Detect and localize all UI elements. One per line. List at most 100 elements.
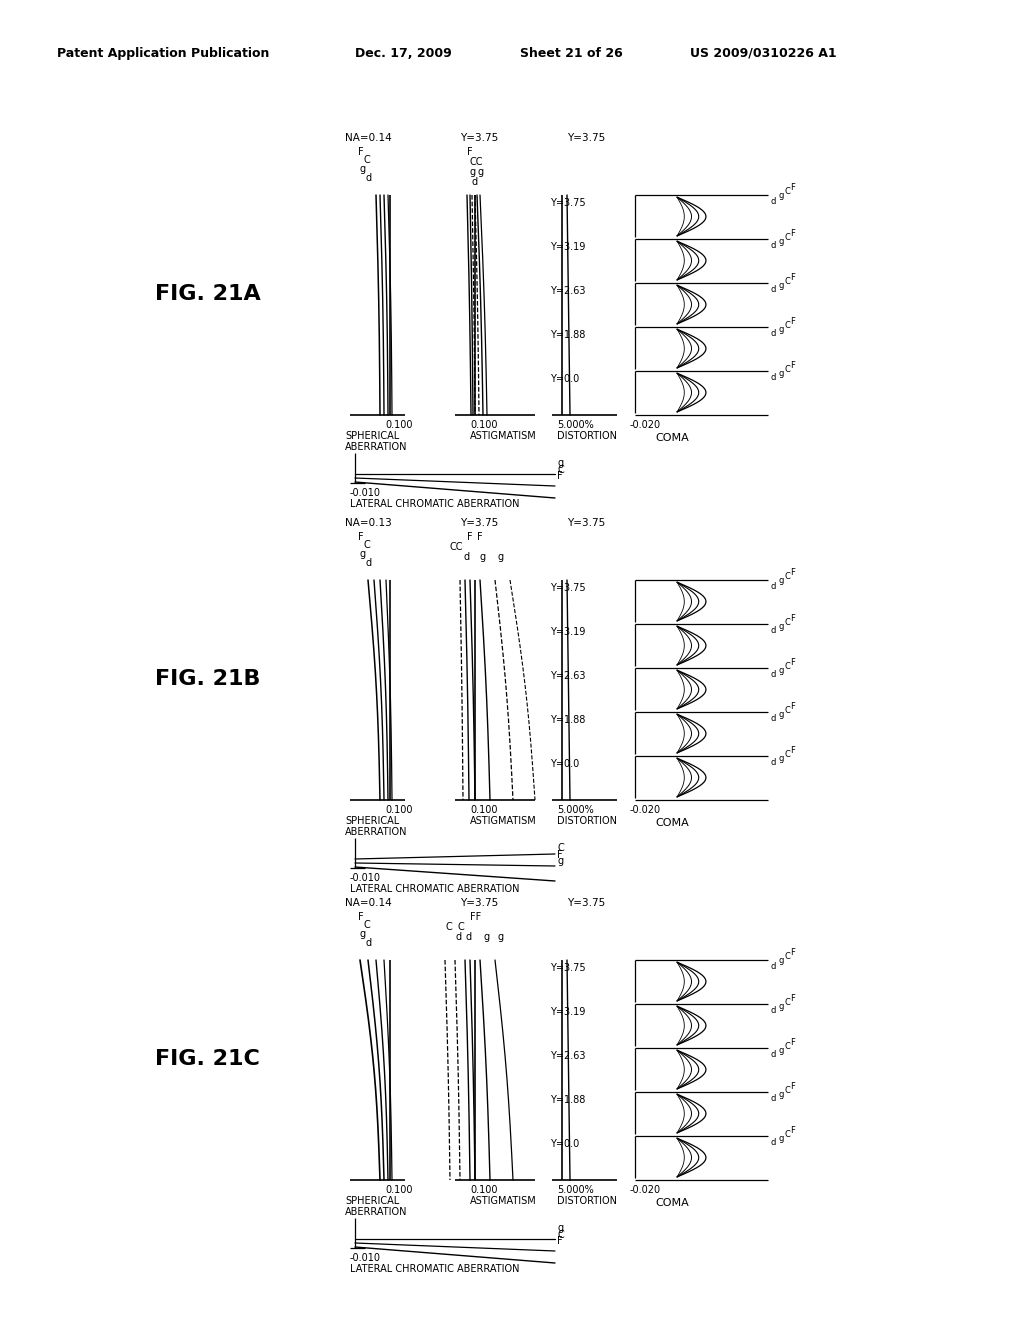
Text: C: C [784,321,790,330]
Text: Y=2.63: Y=2.63 [550,671,586,681]
Text: 5.000%: 5.000% [557,1185,594,1195]
Text: F: F [791,1038,795,1047]
Text: d: d [455,932,461,942]
Text: g: g [778,667,783,675]
Text: F: F [791,614,795,623]
Text: Y=3.19: Y=3.19 [550,627,586,638]
Text: g: g [483,932,489,942]
Text: Y=2.63: Y=2.63 [550,1051,586,1061]
Text: ABERRATION: ABERRATION [345,1206,408,1217]
Text: Y=3.75: Y=3.75 [567,898,605,908]
Text: Y=1.88: Y=1.88 [550,1096,586,1105]
Text: g: g [778,238,783,246]
Text: C: C [784,277,790,286]
Text: d: d [465,932,471,942]
Text: d: d [770,626,775,635]
Text: -0.020: -0.020 [630,805,662,814]
Text: d: d [770,1006,775,1015]
Text: C: C [784,1086,790,1096]
Text: g: g [778,576,783,585]
Text: d: d [770,197,775,206]
Text: g: g [778,754,783,763]
Text: C: C [784,706,790,715]
Text: ABERRATION: ABERRATION [345,828,408,837]
Text: d: d [770,758,775,767]
Text: F: F [791,702,795,711]
Text: d: d [366,939,372,948]
Text: C: C [784,618,790,627]
Text: LATERAL CHROMATIC ABERRATION: LATERAL CHROMATIC ABERRATION [350,884,519,894]
Text: DISTORTION: DISTORTION [557,432,617,441]
Text: g: g [497,932,503,942]
Text: g: g [360,164,367,174]
Text: DISTORTION: DISTORTION [557,816,617,826]
Text: d: d [770,242,775,249]
Text: FIG. 21C: FIG. 21C [155,1049,260,1069]
Text: C: C [364,920,371,931]
Text: g: g [360,929,367,939]
Text: SPHERICAL: SPHERICAL [345,1196,399,1206]
Text: g: g [557,1224,563,1233]
Text: Y=1.88: Y=1.88 [550,330,586,341]
Text: F: F [791,317,795,326]
Text: -0.020: -0.020 [630,420,662,430]
Text: F: F [358,912,364,921]
Text: C: C [784,952,790,961]
Text: g: g [360,549,367,558]
Text: d: d [366,558,372,568]
Text: -0.010: -0.010 [350,873,381,883]
Text: g: g [778,1134,783,1143]
Text: d: d [770,285,775,294]
Text: g: g [557,855,563,866]
Text: Y=0.0: Y=0.0 [550,1139,580,1148]
Text: F: F [791,183,795,191]
Text: FIG. 21A: FIG. 21A [155,284,261,304]
Text: Y=3.19: Y=3.19 [550,242,586,252]
Text: d: d [770,329,775,338]
Text: ASTIGMATISM: ASTIGMATISM [470,432,537,441]
Text: C: C [784,366,790,374]
Text: LATERAL CHROMATIC ABERRATION: LATERAL CHROMATIC ABERRATION [350,1265,519,1274]
Text: LATERAL CHROMATIC ABERRATION: LATERAL CHROMATIC ABERRATION [350,499,519,510]
Text: COMA: COMA [655,1199,689,1208]
Text: g: g [778,1002,783,1011]
Text: C: C [784,750,790,759]
Text: F: F [358,532,364,543]
Text: 5.000%: 5.000% [557,805,594,814]
Text: d: d [770,1049,775,1059]
Text: F: F [557,471,562,480]
Text: g: g [778,1045,783,1055]
Text: F: F [467,532,473,543]
Text: Y=2.63: Y=2.63 [550,286,586,296]
Text: g: g [469,168,475,177]
Text: F: F [791,657,795,667]
Text: d: d [770,671,775,678]
Text: Y=3.75: Y=3.75 [550,198,586,209]
Text: C: C [784,998,790,1007]
Text: C: C [784,572,790,581]
Text: SPHERICAL: SPHERICAL [345,816,399,826]
Text: COMA: COMA [655,818,689,828]
Text: Y=0.0: Y=0.0 [550,374,580,384]
Text: Dec. 17, 2009: Dec. 17, 2009 [355,48,452,59]
Text: Sheet 21 of 26: Sheet 21 of 26 [520,48,623,59]
Text: Y=0.0: Y=0.0 [550,759,580,770]
Text: g: g [477,168,483,177]
Text: F: F [467,147,473,157]
Text: g: g [778,956,783,965]
Text: C: C [557,465,564,475]
Text: g: g [778,325,783,334]
Text: g: g [778,191,783,201]
Text: F: F [791,1126,795,1135]
Text: d: d [463,552,469,562]
Text: d: d [770,1138,775,1147]
Text: F: F [557,850,562,861]
Text: Patent Application Publication: Patent Application Publication [57,48,269,59]
Text: d: d [770,1094,775,1104]
Text: d: d [770,374,775,381]
Text: C: C [784,187,790,195]
Text: d: d [366,173,372,183]
Text: F: F [791,948,795,957]
Text: F: F [791,746,795,755]
Text: ABERRATION: ABERRATION [345,442,408,451]
